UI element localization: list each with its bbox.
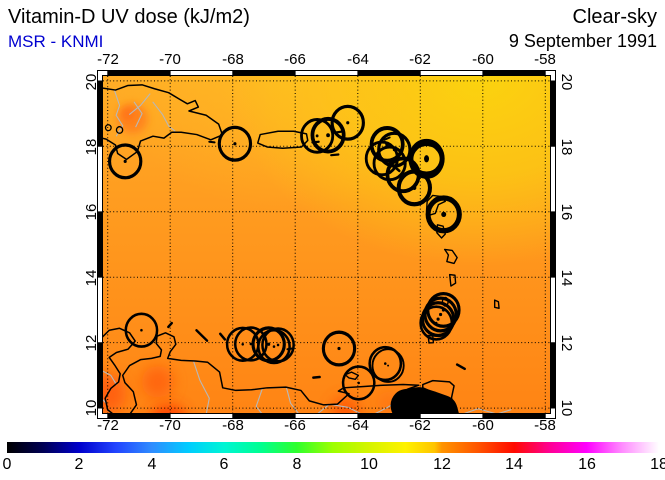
- coast-curacao: [196, 330, 207, 340]
- lat-tick-right: 10: [558, 399, 575, 417]
- uv-hotspot: [153, 404, 184, 413]
- colorbar-tick: 12: [433, 456, 451, 473]
- coast-martinique: [445, 249, 458, 263]
- coast-guadeloupe: [427, 195, 446, 215]
- colorbar-tick: 14: [505, 456, 523, 473]
- uv-dose-map: [97, 70, 556, 419]
- lon-tick-bottom: -60: [472, 417, 494, 434]
- condition-label: Clear-sky: [572, 6, 657, 28]
- lon-tick-bottom: -66: [284, 417, 306, 434]
- lon-tick-bottom: -62: [409, 417, 431, 434]
- colorbar-tick: 8: [292, 456, 302, 473]
- lat-tick-right: 16: [558, 203, 575, 221]
- coast-south-america: [98, 328, 418, 418]
- coast-barbados: [495, 300, 499, 308]
- colorbar-tick: 18: [650, 456, 665, 473]
- colorbar-tick: 4: [147, 456, 157, 473]
- lat-tick-right: 14: [558, 269, 575, 287]
- lon-tick-top: -66: [284, 51, 306, 68]
- colorbar-tick: 6: [219, 456, 229, 473]
- lon-tick-top: -62: [409, 51, 431, 68]
- lon-tick-bottom: -72: [97, 417, 119, 434]
- lon-tick-bottom: -58: [534, 417, 556, 434]
- lon-tick-bottom: -64: [347, 417, 369, 434]
- lon-tick-bottom: -70: [159, 417, 181, 434]
- lon-tick-top: -72: [97, 51, 119, 68]
- lon-tick-top: -58: [534, 51, 556, 68]
- map-frame: [97, 70, 556, 419]
- lon-tick-top: -68: [222, 51, 244, 68]
- orinoco-delta: [390, 387, 459, 413]
- colorbar-gradient: [7, 442, 659, 453]
- colorbar-tick: 0: [2, 456, 12, 473]
- coast-st-lucia: [450, 275, 456, 286]
- colorbar-tick: 10: [360, 456, 378, 473]
- coast-margarita: [345, 372, 358, 379]
- lon-tick-top: -64: [347, 51, 369, 68]
- lon-tick-bottom: -68: [222, 417, 244, 434]
- page-title: Vitamin-D UV dose (kJ/m2): [8, 6, 250, 28]
- colorbar-tick: 16: [578, 456, 596, 473]
- lon-tick-top: -70: [159, 51, 181, 68]
- lon-tick-top: -60: [472, 51, 494, 68]
- coast-puerto-rico: [258, 131, 308, 148]
- lat-tick-right: 12: [558, 334, 575, 352]
- source-label: MSR - KNMI: [8, 32, 104, 51]
- map-field: [98, 76, 550, 418]
- date-label: 9 September 1991: [508, 31, 657, 51]
- uv-hotspot: [103, 373, 127, 413]
- colorbar-tick: 2: [74, 456, 84, 473]
- lat-tick-right: 20: [558, 73, 575, 91]
- lat-tick-right: 18: [558, 138, 575, 156]
- uv-hotspot: [141, 365, 174, 398]
- uv-hotspot: [121, 107, 135, 121]
